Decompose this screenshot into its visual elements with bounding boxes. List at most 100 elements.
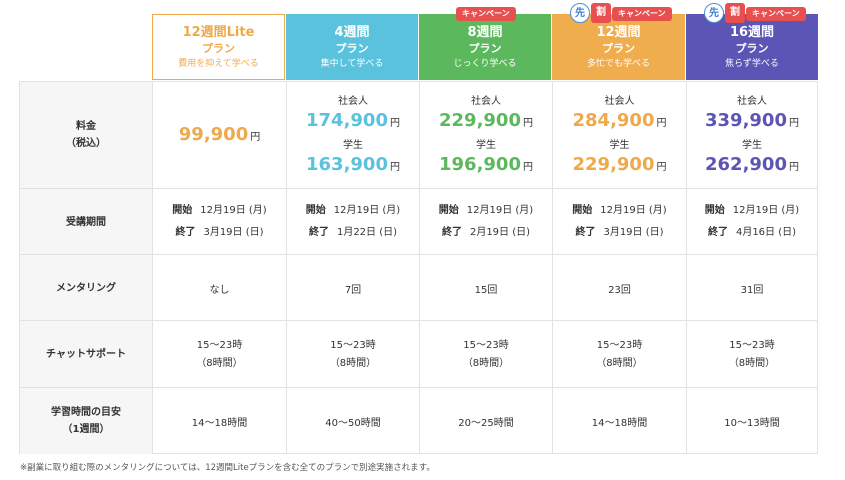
plan-title: 4週間 bbox=[334, 24, 370, 40]
early-icon: 先 bbox=[570, 3, 590, 23]
chat-duration: （8時間） bbox=[329, 357, 377, 369]
mentoring-cell: なし bbox=[152, 255, 286, 321]
yen-unit: 円 bbox=[788, 118, 799, 129]
study-cell: 14〜18時間 bbox=[152, 388, 286, 454]
worker-label: 社会人 bbox=[604, 96, 635, 107]
campaign-badge: キャンペーン bbox=[746, 7, 806, 21]
study-cell: 14〜18時間 bbox=[552, 388, 686, 454]
study-cell: 10〜13時間 bbox=[686, 388, 817, 454]
tax-label: （税込） bbox=[66, 138, 106, 149]
campaign-badge: キャンペーン bbox=[612, 7, 672, 21]
end-label: 終了 bbox=[308, 227, 329, 238]
start-date: 12月19日 (月) bbox=[466, 205, 534, 216]
start-date: 12月19日 (月) bbox=[600, 205, 667, 216]
row-label: 料金 （税込） bbox=[20, 82, 152, 188]
discount-icon: 割 bbox=[591, 3, 611, 23]
footnote: ※副業に取り組む際のメンタリングについては、12週間Liteプランを含む全てのプ… bbox=[20, 463, 435, 473]
price-cell: 社会人 174,900 円 学生 163,900 円 bbox=[286, 82, 419, 188]
price-value: 262,900 bbox=[705, 154, 787, 175]
chat-duration: （8時間） bbox=[728, 357, 776, 369]
price-value: 163,900 bbox=[306, 154, 388, 175]
end-date: 2月19日 (日) bbox=[469, 227, 531, 238]
discount-icon: 割 bbox=[725, 3, 745, 23]
start-date: 12月19日 (月) bbox=[200, 205, 267, 216]
student-label: 学生 bbox=[609, 140, 630, 151]
yen-unit: 円 bbox=[522, 118, 533, 129]
price-cell: 社会人 339,900 円 学生 262,900 円 bbox=[686, 82, 817, 188]
period-cell: 開始 12月19日 (月) 終了 2月19日 (日) bbox=[419, 189, 552, 255]
chat-hours: 15〜23時 bbox=[596, 339, 643, 351]
chat-cell: 15〜23時 （8時間） bbox=[286, 321, 419, 388]
price-cell: 社会人 229,900 円 学生 196,900 円 bbox=[419, 82, 552, 188]
chat-cell: 15〜23時 （8時間） bbox=[552, 321, 686, 388]
worker-label: 社会人 bbox=[338, 96, 368, 107]
row-label: メンタリング bbox=[20, 255, 152, 321]
plan-subtitle: じっくり学べる bbox=[453, 58, 517, 69]
end-label: 終了 bbox=[175, 227, 196, 238]
study-time-row: 学習時間の目安 （1週間） 14〜18時間 40〜50時間 20〜25時間 14… bbox=[20, 387, 817, 454]
student-label: 学生 bbox=[742, 140, 762, 151]
end-date: 3月19日 (日) bbox=[603, 227, 664, 238]
plan-subtitle: 集中して学べる bbox=[320, 58, 384, 69]
plan-header-4w: 4週間 プラン 集中して学べる bbox=[286, 14, 418, 80]
worker-label: 社会人 bbox=[737, 96, 767, 107]
plan-label: プラン bbox=[335, 41, 369, 55]
study-cell: 20〜25時間 bbox=[419, 388, 552, 454]
plan-subtitle: 多忙でも学べる bbox=[586, 58, 650, 69]
chat-duration: （8時間） bbox=[196, 357, 243, 369]
end-date: 3月19日 (日) bbox=[203, 227, 264, 238]
price-value: 196,900 bbox=[439, 154, 521, 175]
yen-unit: 円 bbox=[522, 162, 533, 173]
study-cell: 40〜50時間 bbox=[286, 388, 419, 454]
yen-unit: 円 bbox=[250, 132, 261, 143]
row-label: 受講期間 bbox=[20, 189, 152, 255]
student-label: 学生 bbox=[343, 140, 363, 151]
chat-duration: （8時間） bbox=[596, 357, 643, 369]
price-row: 料金 （税込） 99,900 円 社会人 174,900 円 学生 163,900 円… bbox=[20, 82, 817, 188]
start-date: 12月19日 (月) bbox=[732, 205, 800, 216]
early-icon: 先 bbox=[704, 3, 724, 23]
chat-hours: 15〜23時 bbox=[729, 339, 775, 351]
plan-label: プラン bbox=[202, 41, 235, 55]
chat-support-row: チャットサポート 15〜23時 （8時間） 15〜23時 （8時間） 15〜23… bbox=[20, 320, 817, 388]
price-cell: 社会人 284,900 円 学生 229,900 円 bbox=[552, 82, 686, 188]
plan-label: プラン bbox=[735, 41, 769, 55]
period-cell: 開始 12月19日 (月) 終了 4月16日 (日) bbox=[686, 189, 817, 255]
price-value: 339,900 bbox=[705, 110, 787, 131]
yen-unit: 円 bbox=[389, 118, 400, 129]
plan-title: 16週間 bbox=[729, 24, 775, 40]
mentoring-cell: 7回 bbox=[286, 255, 419, 321]
plan-header-12w-lite: 12週間Lite プラン 費用を抑えて学べる bbox=[152, 14, 285, 80]
plan-subtitle: 焦らず学べる bbox=[725, 58, 779, 69]
price-cell: 99,900 円 bbox=[152, 82, 286, 188]
plan-title: 8週間 bbox=[467, 24, 503, 40]
end-label: 終了 bbox=[707, 227, 728, 238]
student-label: 学生 bbox=[476, 140, 496, 151]
worker-label: 社会人 bbox=[471, 96, 501, 107]
chat-hours: 15〜23時 bbox=[330, 339, 376, 351]
start-label: 開始 bbox=[704, 205, 725, 216]
mentoring-row: メンタリング なし 7回 15回 23回 31回 bbox=[20, 254, 817, 321]
plan-label: プラン bbox=[602, 41, 635, 55]
period-cell: 開始 12月19日 (月) 終了 3月19日 (日) bbox=[152, 189, 286, 255]
study-sublabel: （1週間） bbox=[62, 424, 110, 435]
end-label: 終了 bbox=[575, 227, 596, 238]
start-date: 12月19日 (月) bbox=[333, 205, 401, 216]
start-label: 開始 bbox=[572, 205, 593, 216]
plan-header-12w: 12週間 プラン 多忙でも学べる bbox=[552, 14, 685, 80]
price-value: 284,900 bbox=[572, 110, 655, 131]
plan-header-16w: 16週間 プラン 焦らず学べる bbox=[686, 14, 818, 80]
mentoring-cell: 23回 bbox=[552, 255, 686, 321]
mentoring-cell: 31回 bbox=[686, 255, 817, 321]
mentoring-cell: 15回 bbox=[419, 255, 552, 321]
period-cell: 開始 12月19日 (月) 終了 1月22日 (日) bbox=[286, 189, 419, 255]
price-value: 229,900 bbox=[572, 154, 655, 175]
start-label: 開始 bbox=[305, 205, 326, 216]
start-label: 開始 bbox=[172, 205, 193, 216]
chat-cell: 15〜23時 （8時間） bbox=[686, 321, 817, 388]
yen-unit: 円 bbox=[389, 162, 400, 173]
plan-title: 12週間 bbox=[596, 24, 641, 40]
study-label: 学習時間の目安 bbox=[51, 407, 121, 418]
start-label: 開始 bbox=[438, 205, 459, 216]
row-label: チャットサポート bbox=[20, 321, 152, 388]
